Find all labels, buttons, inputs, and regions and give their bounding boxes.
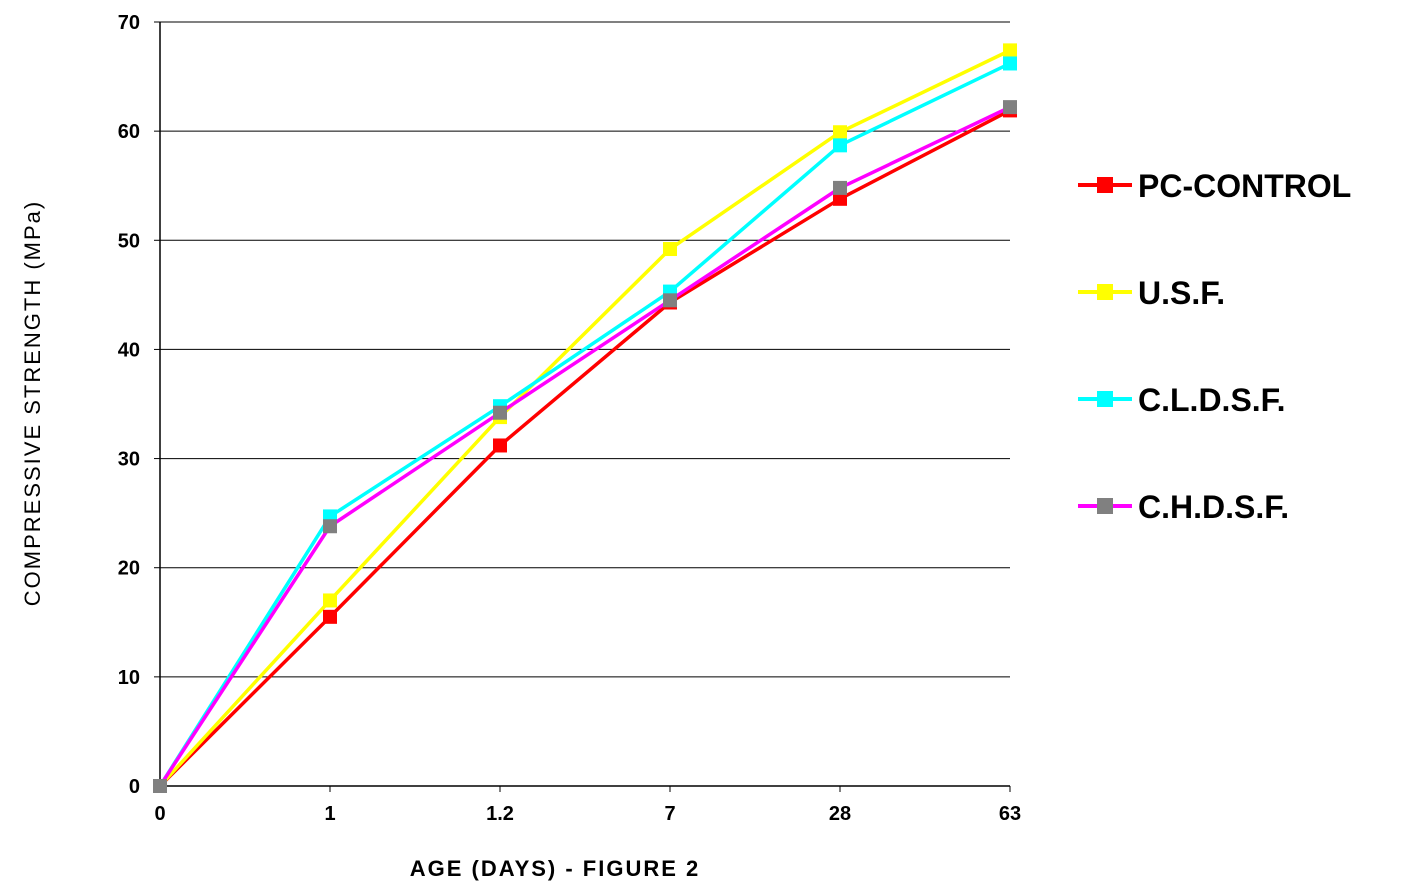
data-point — [323, 593, 337, 608]
legend-marker — [1097, 391, 1113, 407]
x-tick-label: 63 — [999, 803, 1021, 825]
data-point — [833, 191, 847, 206]
data-point — [1003, 56, 1017, 71]
y-tick-label: 70 — [118, 12, 140, 34]
legend-label: PC-CONTROL — [1138, 168, 1351, 204]
data-point — [833, 138, 847, 153]
data-point — [1003, 100, 1017, 115]
legend-marker — [1097, 177, 1113, 193]
series-line — [158, 48, 1011, 788]
legend-label: U.S.F. — [1138, 275, 1225, 311]
y-tick-label: 10 — [118, 667, 140, 689]
x-tick-label: 7 — [664, 803, 675, 825]
y-tick-label: 40 — [118, 339, 140, 361]
legend-label: C.H.D.S.F. — [1138, 489, 1289, 525]
data-point — [833, 125, 847, 140]
legend: PC-CONTROL U.S.F. C.L.D.S.F. C.H.D.S.F. — [1078, 168, 1351, 525]
tick-labels: 0 10 20 30 40 50 60 70 0 1 1.2 7 28 63 — [118, 12, 1021, 825]
data-point — [1003, 43, 1017, 58]
axes — [154, 21, 1011, 792]
y-axis-label: COMPRESSIVE STRENGTH (MPa) — [20, 200, 45, 606]
y-tick-label: 30 — [118, 449, 140, 471]
series-line — [158, 108, 1011, 788]
series-lines — [158, 48, 1011, 788]
legend-marker — [1097, 498, 1113, 514]
series-line — [158, 105, 1011, 787]
data-point — [663, 242, 677, 257]
data-point — [663, 293, 677, 308]
x-tick-label: 28 — [829, 803, 851, 825]
series-markers — [153, 43, 1017, 793]
data-point — [323, 519, 337, 534]
y-tick-label: 20 — [118, 558, 140, 580]
x-tick-label: 1 — [324, 803, 335, 825]
x-tick-label: 1.2 — [486, 803, 514, 825]
data-point — [493, 438, 507, 453]
y-tick-label: 60 — [118, 121, 140, 143]
legend-label: C.L.D.S.F. — [1138, 382, 1286, 418]
data-point — [493, 405, 507, 420]
x-tick-label: 0 — [154, 803, 165, 825]
data-point — [323, 609, 337, 624]
data-point — [833, 180, 847, 195]
legend-marker — [1097, 284, 1113, 300]
x-axis-label: AGE (DAYS) - FIGURE 2 — [410, 856, 701, 881]
series-line — [158, 61, 1011, 787]
data-point — [153, 779, 167, 793]
y-tick-label: 50 — [118, 230, 140, 252]
y-tick-label: 0 — [129, 776, 140, 798]
